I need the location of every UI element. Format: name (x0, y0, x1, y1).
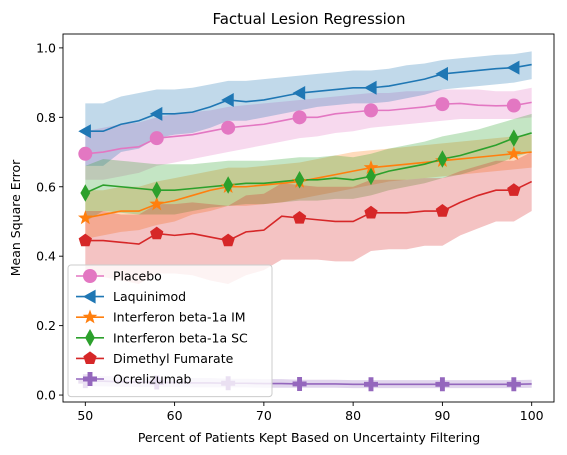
legend-item-interferon-beta-1a-sc: Interferon beta-1a SC (76, 329, 248, 347)
y-tick-label: 0.0 (36, 388, 56, 403)
y-tick-label: 0.2 (36, 318, 56, 333)
marker-dimethyl-fumarate (364, 205, 378, 219)
x-tick-label: 60 (167, 408, 183, 423)
legend-label: Placebo (113, 269, 162, 284)
x-tick-label: 90 (434, 408, 450, 423)
y-tick-label: 0.4 (36, 249, 56, 264)
x-tick-label: 100 (520, 408, 544, 423)
x-axis-ticks: 50 60 70 80 90 100 (77, 402, 544, 423)
marker-dimethyl-fumarate (292, 211, 307, 224)
plot-frame (62, 33, 555, 403)
marker-laquinimod (149, 106, 163, 121)
marker-interferon-beta-1a-sc (366, 167, 376, 186)
marker-ocrelizumab (292, 376, 307, 391)
band-interferon-beta-1a-im (85, 134, 532, 239)
legend-item-laquinimod: Laquinimod (76, 289, 186, 304)
marker-placebo (292, 110, 307, 125)
legend-marker (83, 372, 97, 386)
legend-label: Laquinimod (113, 289, 186, 304)
marker-interferon-beta-1a-im (363, 159, 379, 174)
marker-laquinimod (506, 60, 520, 75)
series-markers (78, 60, 522, 392)
chart-title: Factual Lesion Regression (212, 10, 405, 28)
legend-label: Ocrelizumab (113, 372, 192, 387)
marker-interferon-beta-1a-im (506, 146, 522, 160)
legend-item-placebo: Placebo (76, 269, 162, 284)
band-dimethyl-fumarate (85, 152, 532, 284)
legend-label: Dimethyl Fumarate (113, 351, 234, 366)
marker-interferon-beta-1a-im (78, 210, 93, 225)
marker-placebo (435, 97, 450, 112)
legend-item-ocrelizumab: Ocrelizumab (76, 372, 192, 387)
marker-dimethyl-fumarate (78, 233, 92, 247)
legend-marker (85, 329, 95, 347)
marker-dimethyl-fumarate (150, 226, 164, 240)
legend-marker (83, 351, 97, 365)
x-tick-label: 80 (345, 408, 361, 423)
x-tick-label: 70 (256, 408, 272, 423)
marker-laquinimod (435, 66, 449, 81)
y-tick-label: 1.0 (36, 40, 56, 55)
legend: Placebo Laquinimod Interferon beta-1a IM In… (67, 264, 273, 398)
marker-placebo (78, 146, 93, 161)
legend-label: Interferon beta-1a SC (113, 330, 248, 345)
y-axis-ticks: 0.0 0.2 0.4 0.6 0.8 1.0 (36, 40, 63, 403)
band-placebo (85, 87, 532, 180)
legend-marker (83, 289, 96, 304)
legend-label: Interferon beta-1a IM (113, 310, 246, 325)
legend-marker (83, 269, 97, 283)
marker-dimethyl-fumarate (435, 204, 450, 217)
marker-interferon-beta-1a-sc (151, 181, 162, 199)
marker-dimethyl-fumarate (507, 183, 521, 196)
marker-placebo (506, 98, 521, 113)
legend-item-interferon-beta-1a-im: Interferon beta-1a IM (76, 309, 246, 325)
x-tick-label: 50 (77, 408, 93, 423)
marker-interferon-beta-1a-sc (80, 184, 91, 202)
marker-laquinimod (363, 80, 377, 95)
marker-ocrelizumab (435, 377, 450, 392)
marker-dimethyl-fumarate (221, 233, 235, 247)
marker-interferon-beta-1a-im (149, 196, 165, 211)
marker-interferon-beta-1a-sc (223, 176, 234, 194)
marker-interferon-beta-1a-sc (508, 129, 519, 147)
x-axis-label: Percent of Patients Kept Based on Uncert… (138, 430, 480, 445)
marker-laquinimod (292, 86, 306, 101)
marker-ocrelizumab (506, 377, 521, 392)
marker-placebo (221, 120, 236, 135)
marker-ocrelizumab (363, 377, 378, 392)
marker-placebo (149, 131, 164, 146)
y-axis-label: Mean Square Error (8, 159, 23, 276)
marker-laquinimod (221, 92, 234, 107)
axes (62, 33, 555, 403)
marker-placebo (363, 103, 378, 118)
marker-laquinimod (78, 124, 91, 139)
y-tick-label: 0.8 (36, 110, 56, 125)
legend-item-dimethyl-fumarate: Dimethyl Fumarate (76, 351, 234, 366)
marker-interferon-beta-1a-sc (294, 171, 305, 189)
legend-box (67, 264, 273, 398)
marker-interferon-beta-1a-sc (437, 150, 448, 168)
y-tick-label: 0.6 (36, 179, 56, 194)
legend-marker (82, 309, 98, 324)
